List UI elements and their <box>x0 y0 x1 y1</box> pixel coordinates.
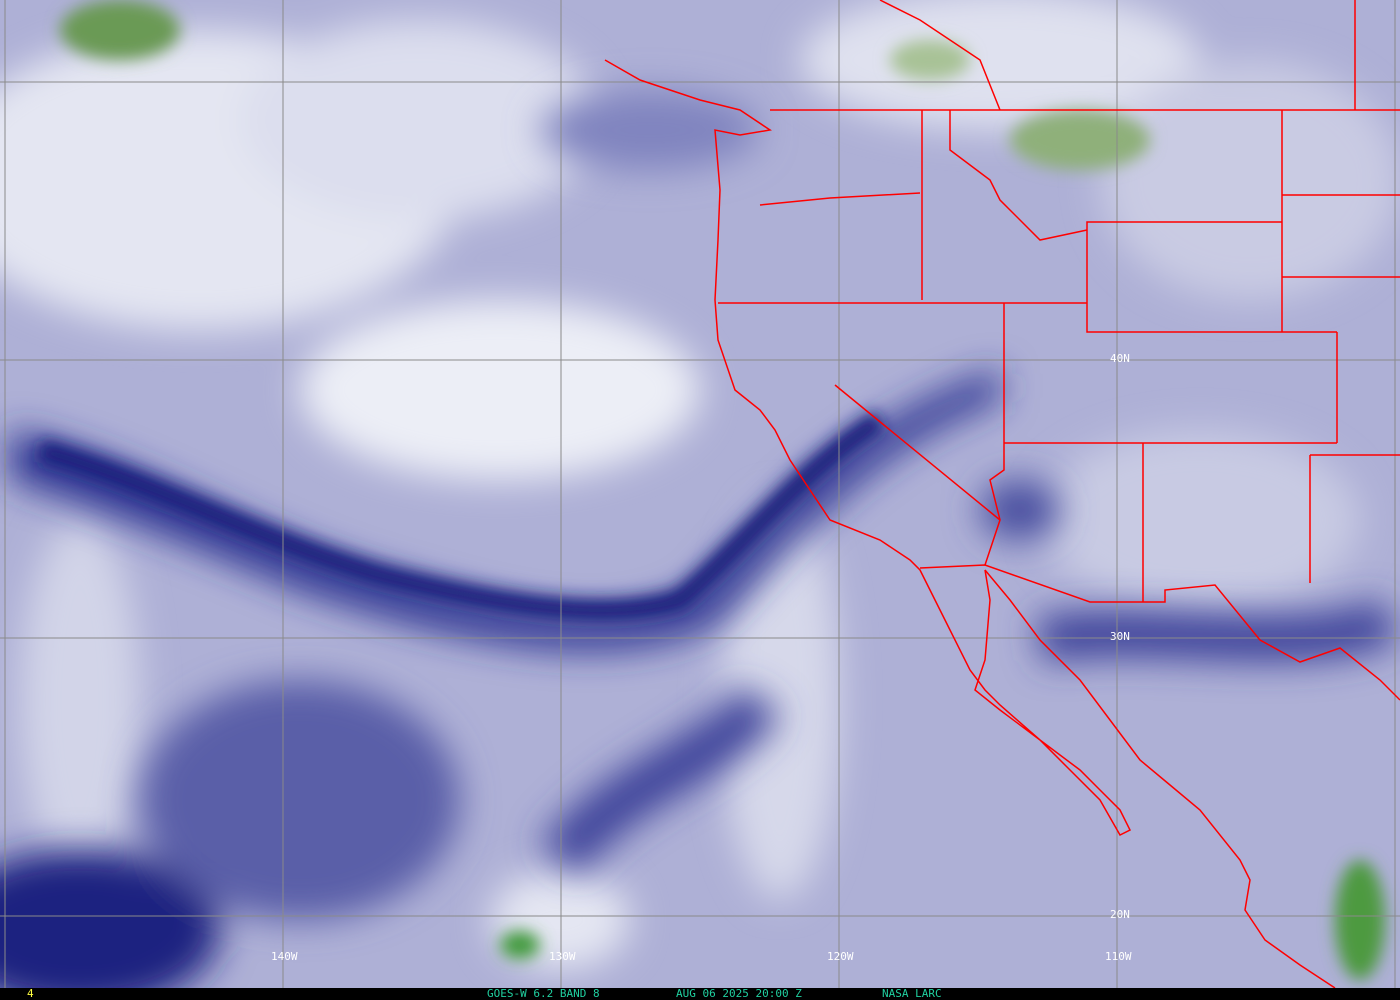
lon-label-130w: 130W <box>549 950 576 963</box>
source-label: NASA LARC <box>882 987 942 1000</box>
moist-regions <box>0 0 1400 970</box>
lon-label-120w: 120W <box>827 950 854 963</box>
dry-band-core <box>37 410 886 622</box>
us-mexico-border <box>919 564 1400 701</box>
coastline-west <box>604 59 1132 836</box>
cold-cloud-tops <box>60 0 1385 980</box>
timestamp: AUG 06 2025 20:00 Z <box>676 987 802 1000</box>
grid-labels: 140W 130W 120W 110W 40N 30N 20N <box>271 352 1132 963</box>
lat-label-40n: 40N <box>1110 352 1130 365</box>
coastline-mexico <box>984 569 1336 988</box>
lat-label-20n: 20N <box>1110 908 1130 921</box>
lat-label-30n: 30N <box>1110 630 1130 643</box>
canada-border <box>879 0 1088 241</box>
lon-label-140w: 140W <box>271 950 298 963</box>
state-lines <box>718 0 1400 602</box>
satellite-band-label: GOES-W 6.2 BAND 8 <box>487 987 600 1000</box>
lon-label-110w: 110W <box>1105 950 1132 963</box>
caption-bar: 4 GOES-W 6.2 BAND 8 AUG 06 2025 20:00 Z … <box>0 988 1400 1000</box>
political-borders <box>604 0 1400 988</box>
frame-number: 4 <box>27 987 34 1000</box>
